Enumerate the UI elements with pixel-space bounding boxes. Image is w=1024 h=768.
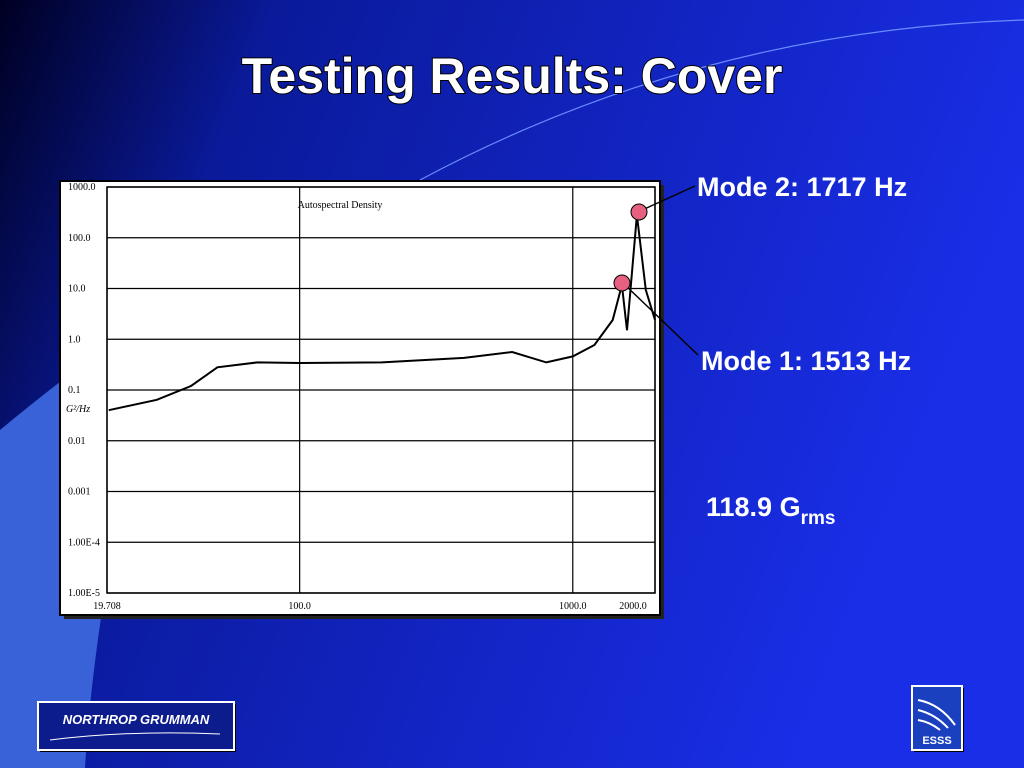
- annotation-leader: [639, 185, 696, 212]
- y-axis-label: G²/Hz: [66, 404, 90, 415]
- grms-value: 118.9 G: [706, 492, 801, 522]
- annotation: Mode 2: 1717 Hz: [697, 172, 907, 202]
- logo-text: ESSS: [922, 735, 951, 747]
- x-tick-label: 100.0: [288, 601, 311, 612]
- data-line: [108, 214, 656, 412]
- annotation-leader: [622, 282, 699, 356]
- y-tick-label: 1.00E-5: [68, 588, 100, 599]
- mode-marker: [613, 274, 631, 292]
- logo-swoosh: [49, 732, 221, 741]
- chart-title: Autospectral Density: [298, 200, 383, 211]
- x-tick-label: 1000.0: [559, 601, 587, 612]
- background-curve: [419, 19, 1024, 181]
- slide-title: Testing Results: Cover: [242, 48, 783, 104]
- y-tick-label: 0.001: [68, 487, 91, 498]
- y-tick-label: 1.0: [68, 334, 81, 345]
- logo-text: NORTHROP GRUMMAN: [63, 712, 210, 727]
- y-tick-label: 1000.0: [68, 182, 96, 193]
- y-tick-label: 0.01: [68, 436, 86, 447]
- x-tick-label: 19.708: [93, 601, 121, 612]
- x-tick-label: 2000.0: [619, 601, 647, 612]
- grms-subscript: rms: [801, 508, 836, 529]
- y-tick-label: 1.00E-4: [68, 537, 100, 548]
- logo-waves: [917, 699, 956, 731]
- y-tick-label: 0.1: [68, 385, 81, 396]
- panel: [59, 180, 661, 616]
- plot-panel: Autospectral Density G²/Hz 1000.0 100.0 10…: [59, 180, 664, 619]
- logo-box: [37, 701, 235, 751]
- annotation: Mode 1: 1513 Hz: [701, 346, 911, 376]
- mode-marker: [630, 203, 648, 221]
- grms-label: 118.9 Grms: [706, 492, 835, 529]
- y-tick-label: 10.0: [68, 284, 86, 295]
- y-tick-label: 100.0: [68, 233, 91, 244]
